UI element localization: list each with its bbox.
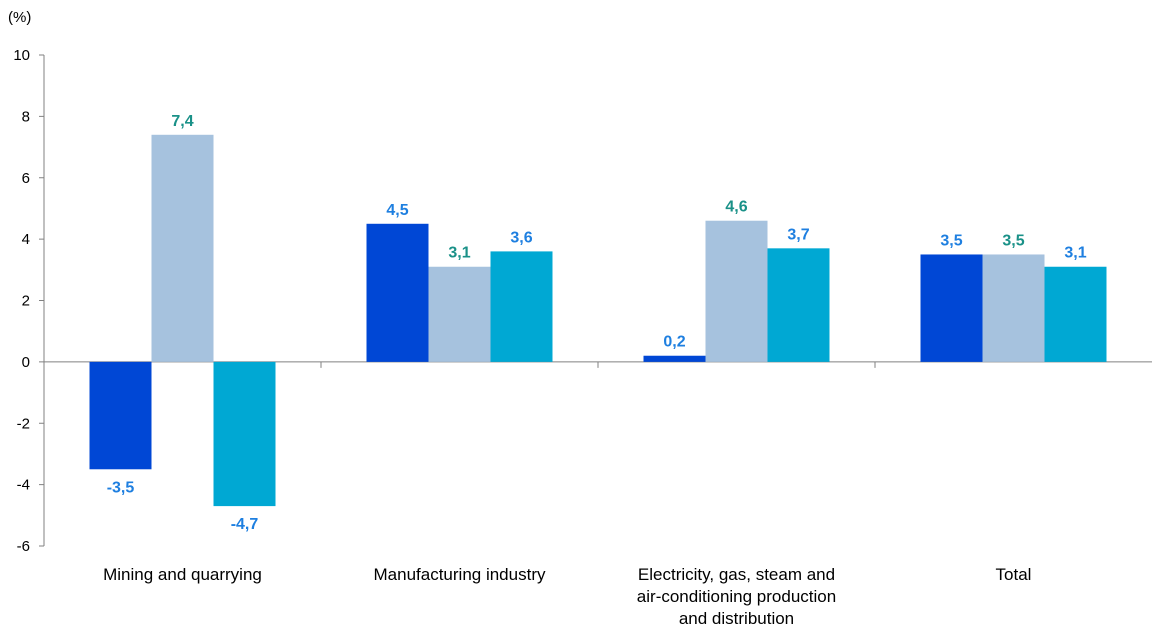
y-tick-label: 8 <box>22 108 30 125</box>
y-tick-label: 2 <box>22 293 30 310</box>
y-tick-labels: 10 8 6 4 2 0 -2 -4 -6 <box>13 47 30 555</box>
category-labels: Mining and quarrying Manufacturing indust… <box>103 565 1031 628</box>
data-label: -4,7 <box>231 516 259 533</box>
data-label: 3,5 <box>1002 232 1024 249</box>
data-labels: -3,5 7,4 -4,7 4,5 3,1 3,6 0,2 4,6 3,7 3,5 3,5 3,1 <box>107 113 1087 533</box>
data-label: -3,5 <box>107 479 135 496</box>
category-label: Mining and quarrying <box>103 565 262 584</box>
y-tick-label: -4 <box>17 477 30 494</box>
bar <box>767 248 830 362</box>
bar <box>643 355 706 362</box>
bar <box>705 220 768 362</box>
y-tick-label: 10 <box>13 47 30 64</box>
category-label: Manufacturing industry <box>374 565 546 584</box>
data-label: 3,1 <box>448 245 470 262</box>
y-tick-label: -6 <box>17 538 30 555</box>
data-label: 0,2 <box>663 334 685 351</box>
bar <box>151 134 214 362</box>
data-label: 7,4 <box>171 113 193 130</box>
bar <box>89 361 152 470</box>
y-axis-unit-label: (%) <box>8 9 31 26</box>
bars <box>89 134 1107 507</box>
bar <box>366 223 429 362</box>
bar <box>490 251 553 362</box>
bar <box>213 361 276 507</box>
y-tick-label: 4 <box>22 231 30 248</box>
data-label: 4,6 <box>725 199 747 216</box>
data-label: 3,1 <box>1064 245 1086 262</box>
y-tick-label: 0 <box>22 354 30 371</box>
data-label: 3,5 <box>940 232 962 249</box>
y-tick-label: 6 <box>22 170 30 187</box>
data-label: 3,6 <box>510 229 532 246</box>
bar <box>982 254 1045 362</box>
bar <box>1044 266 1107 362</box>
bar <box>428 266 491 362</box>
category-label: Total <box>996 565 1032 584</box>
data-label: 3,7 <box>787 226 809 243</box>
category-label: Electricity, gas, steam and air-condition… <box>637 565 836 628</box>
bar <box>920 254 983 362</box>
data-label: 4,5 <box>386 202 408 219</box>
y-tick-label: -2 <box>17 415 30 432</box>
